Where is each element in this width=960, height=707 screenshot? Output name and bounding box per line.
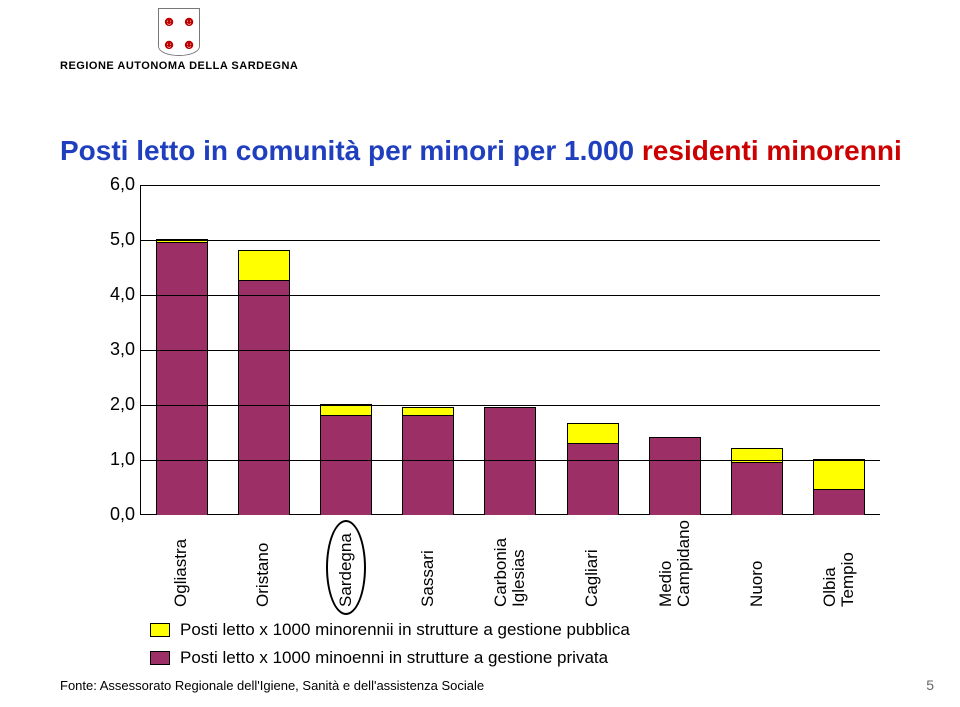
stacked-bar	[156, 239, 208, 514]
legend-label-pub: Posti letto x 1000 minorennii in struttu…	[180, 620, 630, 640]
bar-segment-pub	[403, 408, 453, 416]
x-label: Cagliari	[551, 520, 633, 607]
x-label-text: CarboniaIglesias	[492, 520, 528, 607]
stacked-bar	[238, 250, 290, 514]
chart-area: 0,01,02,03,04,05,06,0 OgliastraOristanoS…	[85, 175, 895, 595]
slide-page: ☻ ☻ ☻ ☻ REGIONE AUTONOMA DELLA SARDEGNA …	[0, 0, 960, 707]
shield-q3: ☻	[159, 32, 179, 55]
title-part-1: Posti letto in comunità per minori per 1…	[60, 135, 642, 166]
stacked-bar	[731, 448, 783, 514]
x-axis-labels: OgliastraOristanoSardegnaSassariCarbonia…	[140, 520, 880, 607]
bar-segment-pub	[568, 424, 618, 443]
legend: Posti letto x 1000 minorennii in struttu…	[150, 620, 850, 676]
grid-line	[141, 460, 880, 461]
shield-q2: ☻	[179, 9, 199, 32]
legend-row-priv: Posti letto x 1000 minoenni in strutture…	[150, 648, 850, 668]
page-number: 5	[926, 677, 934, 693]
x-label-text: Ogliastra	[172, 520, 190, 607]
x-label: Nuoro	[716, 520, 798, 607]
legend-label-priv: Posti letto x 1000 minoenni in strutture…	[180, 648, 608, 668]
x-label-text: MedioCampidano	[657, 520, 693, 607]
legend-row-pub: Posti letto x 1000 minorennii in struttu…	[150, 620, 850, 640]
grid-line	[141, 185, 880, 186]
shield-q1: ☻	[159, 9, 179, 32]
plot-region	[140, 185, 880, 515]
x-label-text: OlbiaTempio	[821, 520, 857, 607]
legend-swatch-priv	[150, 651, 170, 665]
ytick-label: 1,0	[95, 449, 135, 470]
bar-segment-priv	[321, 416, 371, 515]
stacked-bar	[649, 437, 701, 514]
legend-swatch-pub	[150, 623, 170, 637]
source-text: Fonte: Assessorato Regionale dell'Igiene…	[60, 678, 484, 693]
x-label: Oristano	[222, 520, 304, 607]
bar-segment-priv	[403, 416, 453, 515]
bar-segment-pub	[239, 251, 289, 281]
x-label: CarboniaIglesias	[469, 520, 551, 607]
x-label-text: Sassari	[419, 520, 437, 607]
ytick-label: 3,0	[95, 339, 135, 360]
x-label: MedioCampidano	[633, 520, 715, 607]
ytick-label: 4,0	[95, 284, 135, 305]
x-label-text: Nuoro	[748, 520, 766, 607]
bar-segment-priv	[732, 463, 782, 515]
ytick-label: 6,0	[95, 174, 135, 195]
stacked-bar	[320, 404, 372, 514]
x-label-text: Oristano	[254, 520, 272, 607]
header-logo-block: ☻ ☻ ☻ ☻ REGIONE AUTONOMA DELLA SARDEGNA	[60, 8, 298, 72]
ytick-label: 5,0	[95, 229, 135, 250]
ytick-label: 0,0	[95, 504, 135, 525]
chart-title: Posti letto in comunità per minori per 1…	[60, 135, 902, 167]
stacked-bar	[567, 423, 619, 514]
ytick-label: 2,0	[95, 394, 135, 415]
grid-line	[141, 295, 880, 296]
shield-q4: ☻	[179, 32, 199, 55]
bar-segment-priv	[239, 281, 289, 515]
org-name: REGIONE AUTONOMA DELLA SARDEGNA	[60, 60, 298, 72]
x-label-text: Cagliari	[583, 520, 601, 607]
bar-segment-priv	[568, 444, 618, 516]
grid-line	[141, 405, 880, 406]
stacked-bar	[813, 459, 865, 514]
bar-segment-priv	[485, 408, 535, 515]
bar-segment-priv	[814, 490, 864, 515]
grid-line	[141, 240, 880, 241]
x-label: Ogliastra	[140, 520, 222, 607]
x-label: Sassari	[387, 520, 469, 607]
bar-segment-priv	[650, 438, 700, 515]
grid-line	[141, 350, 880, 351]
sardegna-shield-icon: ☻ ☻ ☻ ☻	[158, 8, 200, 56]
bar-segment-pub	[321, 405, 371, 416]
x-label: OlbiaTempio	[798, 520, 880, 607]
bar-segment-pub	[814, 460, 864, 490]
title-part-2: residenti minorenni	[642, 135, 902, 166]
highlight-oval	[326, 520, 366, 615]
bar-segment-priv	[157, 243, 207, 515]
